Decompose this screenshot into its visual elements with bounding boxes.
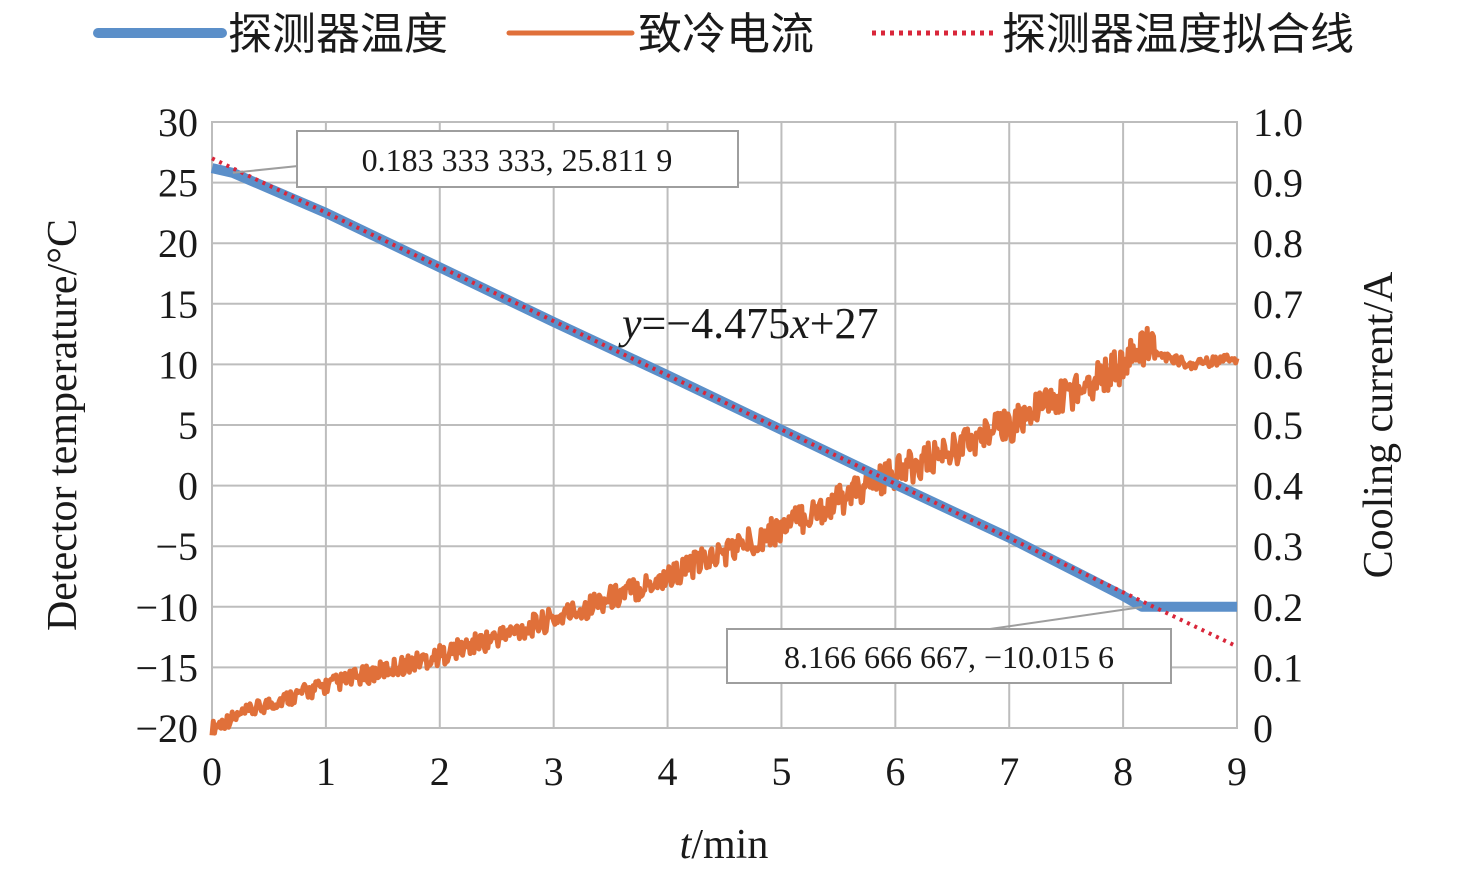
- series-line-temperature-fit: [211, 156, 1238, 649]
- y-left-tick-label: −10: [135, 585, 198, 630]
- y-right-tick-label: 0.8: [1253, 221, 1303, 266]
- y-right-tick-label: 0.6: [1253, 342, 1303, 387]
- fit-equation-part: x: [789, 299, 810, 348]
- fit-equation-part: y: [618, 299, 642, 348]
- x-tick-label: 8: [1113, 749, 1133, 794]
- y-right-axis-title: Cooling current/A: [1356, 271, 1402, 578]
- callout-leader-1: [232, 165, 299, 174]
- y-left-tick-label: −15: [135, 645, 198, 690]
- y-right-tick-label: 0.7: [1253, 282, 1303, 327]
- y-right-tick-label: 0.2: [1253, 585, 1303, 630]
- x-tick-label: 6: [885, 749, 905, 794]
- callout-leader-2: [989, 605, 1143, 630]
- x-tick-label: 9: [1227, 749, 1247, 794]
- callout-box-2: [726, 628, 1172, 684]
- legend-label-0: 探测器温度: [228, 9, 448, 60]
- y-right-tick-label: 0: [1253, 706, 1273, 751]
- legend-label-2: 探测器温度拟合线: [1002, 9, 1354, 60]
- fit-equation-part: +27: [810, 299, 879, 348]
- callout-box-1: [296, 130, 739, 188]
- x-axis-title-var: t: [680, 822, 693, 868]
- x-tick-label: 2: [430, 749, 450, 794]
- y-right-tick-label: 0.3: [1253, 524, 1303, 569]
- x-tick-label: 5: [771, 749, 791, 794]
- y-left-tick-label: 10: [158, 342, 198, 387]
- x-tick-label: 0: [202, 749, 222, 794]
- x-tick-label: 1: [316, 749, 336, 794]
- y-right-tick-label: 0.4: [1253, 464, 1303, 509]
- callout-text-2: 8.166 666 667, −10.015 6: [784, 639, 1114, 675]
- y-left-tick-label: −20: [135, 706, 198, 751]
- y-left-axis-title: Detector temperature/°C: [40, 219, 86, 631]
- legend-label-1: 致冷电流: [638, 9, 814, 60]
- x-axis-title-unit: /min: [691, 822, 768, 868]
- y-right-tick-label: 1.0: [1253, 100, 1303, 145]
- x-tick-label: 4: [658, 749, 678, 794]
- y-right-tick-label: 0.5: [1253, 403, 1303, 448]
- callout-text-1: 0.183 333 333, 25.811 9: [362, 142, 673, 178]
- series-layer: [209, 156, 1240, 736]
- y-left-tick-label: 30: [158, 100, 198, 145]
- x-axis-title: t/min: [680, 822, 769, 868]
- y-left-tick-label: 0: [178, 464, 198, 509]
- y-left-tick-label: 5: [178, 403, 198, 448]
- annotations: 0.183 333 333, 25.811 9 8.166 666 667, −1…: [232, 130, 1172, 684]
- y-left-tick-label: 15: [158, 282, 198, 327]
- legend: 探测器温度 致冷电流 探测器温度拟合线: [93, 9, 1354, 60]
- y-left-tick-label: 25: [158, 161, 198, 206]
- fit-equation-part: =−4.475: [642, 299, 791, 348]
- ticks: 0 1 2 3 4 5 6 7 8 9 30 25 20 15 10 5 0 −5 −10 −15 −20 1.0 0.9 0…: [135, 100, 1303, 794]
- x-tick-label: 3: [544, 749, 564, 794]
- fit-equation: y=−4.475x+27: [618, 299, 879, 348]
- y-right-tick-label: 0.1: [1253, 645, 1303, 690]
- y-left-tick-label: −5: [155, 524, 198, 569]
- series-line-detector-temperature: [210, 163, 1237, 612]
- y-left-tick-label: 20: [158, 221, 198, 266]
- x-tick-label: 7: [999, 749, 1019, 794]
- y-right-tick-label: 0.9: [1253, 161, 1303, 206]
- series-line-cooling-current: [209, 325, 1240, 736]
